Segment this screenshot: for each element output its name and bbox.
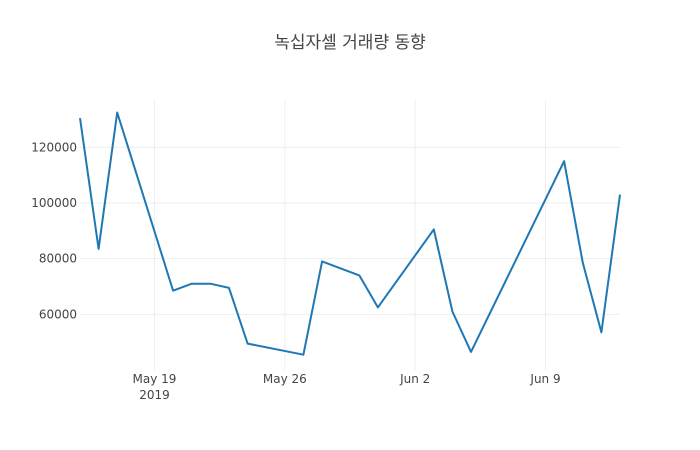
grid [80, 100, 620, 370]
chart-title: 녹십자셀 거래량 동향 [274, 33, 426, 53]
series [79, 111, 621, 356]
x-tick-label: May 26 [263, 372, 307, 386]
y-tick-label: 60000 [39, 307, 77, 321]
x-tick-label: Jun 2 [399, 372, 430, 386]
x-tick-label: May 19 [133, 372, 177, 386]
x-tick-label: Jun 9 [529, 372, 560, 386]
x-tick-year-label: 2019 [139, 388, 170, 402]
series-line [79, 111, 621, 356]
y-tick-label: 80000 [39, 252, 77, 266]
y-tick-label: 100000 [31, 196, 77, 210]
axes: 60000 80000 100000 120000 May 19 May 26 Jun 2 J… [31, 140, 560, 402]
y-tick-label: 120000 [31, 140, 77, 154]
